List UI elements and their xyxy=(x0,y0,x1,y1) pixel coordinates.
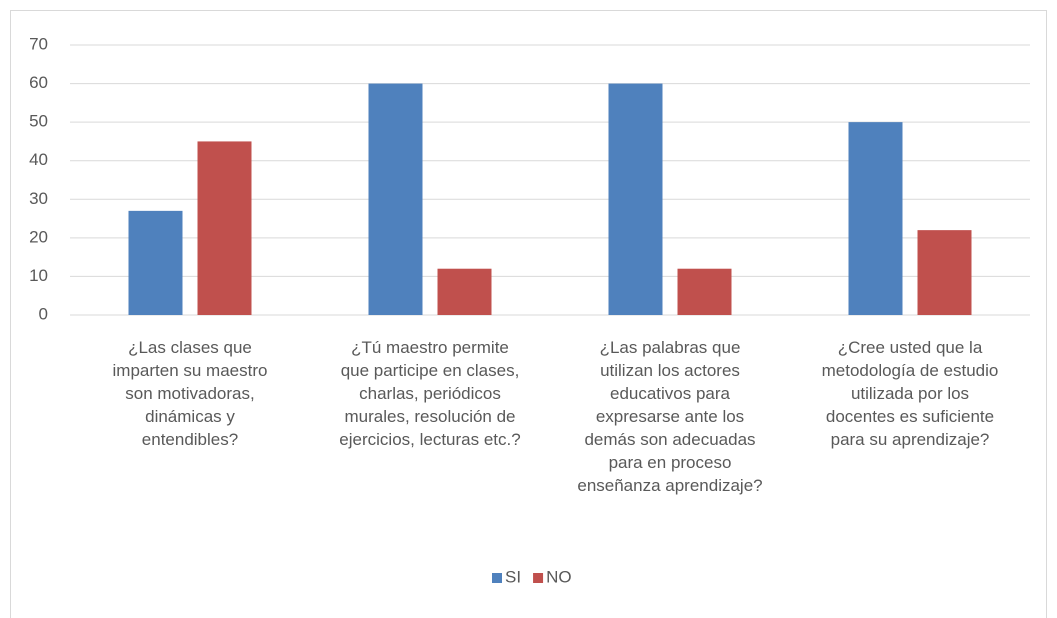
x-tick-label: ¿Cree usted que la metodología de estudi… xyxy=(821,338,999,449)
y-tick-label: 20 xyxy=(29,227,48,246)
chart-frame xyxy=(10,10,1047,618)
y-tick-label: 10 xyxy=(29,266,48,285)
bar xyxy=(437,268,492,315)
bar xyxy=(917,230,972,315)
legend-swatch xyxy=(533,573,544,583)
bar xyxy=(128,210,183,315)
x-tick-label: ¿Las clases que imparten su maestro son … xyxy=(112,338,268,449)
y-tick-label: 70 xyxy=(29,34,48,53)
bar xyxy=(368,83,423,315)
y-tick-label: 0 xyxy=(39,304,48,323)
legend-label: SI xyxy=(505,567,521,586)
y-tick-label: 40 xyxy=(29,150,48,169)
bar xyxy=(608,83,663,315)
bar xyxy=(848,122,903,316)
x-tick-label: ¿Tú maestro permite que participe en cla… xyxy=(339,338,521,449)
bar xyxy=(677,268,732,315)
y-tick-label: 50 xyxy=(29,112,48,131)
legend-swatch xyxy=(492,573,502,583)
bar xyxy=(197,141,252,315)
legend-label: NO xyxy=(546,567,572,586)
y-tick-label: 60 xyxy=(29,73,48,92)
y-tick-label: 30 xyxy=(29,189,48,208)
x-tick-label: ¿Las palabras que utilizan los actores e… xyxy=(577,338,763,495)
